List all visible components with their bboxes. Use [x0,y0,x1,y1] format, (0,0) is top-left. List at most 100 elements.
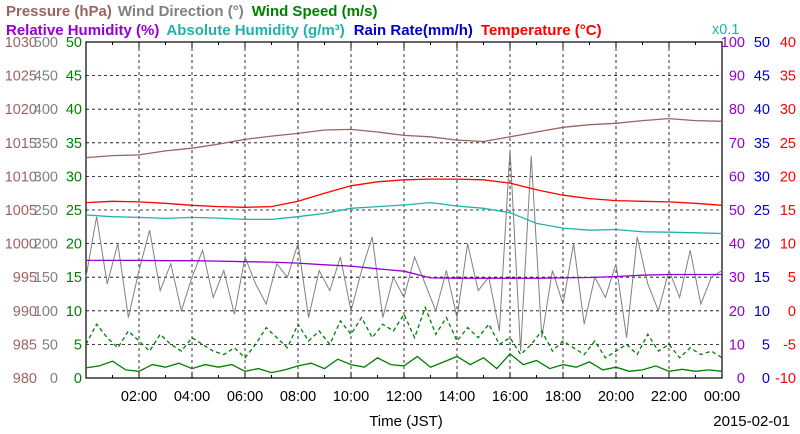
y-tick-label: 5 [788,270,796,286]
y-tick-label: -5 [783,337,796,353]
y-tick-label: 50 [66,35,82,51]
y-tick-label: 0 [788,304,796,320]
y-tick-label: 45 [66,69,82,85]
legend-item: Absolute Humidity (g/m³) [166,22,344,39]
y-tick-label: 990 [13,304,37,320]
y-tick-label: 500 [34,35,58,51]
y-tick-label: 995 [13,270,37,286]
series-line [85,352,723,374]
y-tick-label: 35 [66,136,82,152]
y-tick-label: 100 [34,304,58,320]
grid [86,42,722,378]
scale-note: x0.1 [712,22,739,38]
x-tick-label: 22:00 [651,389,687,405]
series-line [85,117,723,159]
y-tick-label: 90 [729,69,745,85]
series-line [85,149,723,352]
y-tick-label: 150 [34,270,58,286]
x-tick-label: 08:00 [280,389,316,405]
y-tick-label: 15 [780,203,796,219]
legend-item: Relative Humidity (%) [6,22,159,39]
y-tick-label: 1020 [5,102,37,118]
y-tick-label: 1015 [5,136,37,152]
y-tick-label: 25 [780,136,796,152]
y-tick-label: 25 [66,203,82,219]
series-line [86,259,722,279]
y-tick-label: 1025 [5,69,37,85]
series-line [85,178,723,208]
y-tick-label: 30 [754,169,770,185]
y-tick-label: 1010 [5,169,37,185]
series-line [85,201,723,235]
legend-item: Rain Rate(mm/h) [354,22,473,39]
y-tick-label: 450 [34,69,58,85]
y-tick-label: 20 [780,169,796,185]
y-tick-label: 980 [13,371,37,387]
x-tick-label: 00:00 [704,389,740,405]
y-tick-label: 30 [66,169,82,185]
legend-item: Pressure (hPa) [6,3,112,20]
y-tick-label: 35 [780,69,796,85]
y-tick-label: 5 [74,337,82,353]
y-tick-label: 0 [50,371,58,387]
x-tick-label: 12:00 [386,389,422,405]
y-tick-label: 985 [13,337,37,353]
y-tick-label: 0 [737,371,745,387]
y-tick-label: 10 [66,304,82,320]
y-tick-label: 100 [721,35,745,51]
y-tick-label: 10 [780,237,796,253]
y-tick-label: 20 [66,237,82,253]
y-tick-label: 10 [754,304,770,320]
y-tick-label: 350 [34,136,58,152]
y-tick-label: 15 [754,270,770,286]
y-tick-label: 1005 [5,203,37,219]
y-tick-label: 1030 [5,35,37,51]
x-tick-label: 14:00 [439,389,475,405]
x-axis: 02:00 04:00 06:00 08:00 10:00 12:00 14:00 16:00… [121,389,740,405]
x-tick-label: 18:00 [545,389,581,405]
y-tick-label: 250 [34,203,58,219]
legend-item: Wind Direction (°) [118,3,244,20]
y-tick-label: -10 [775,371,796,387]
y-tick-label: 40 [66,102,82,118]
legend: Pressure (hPa) Wind Direction (°) Wind Spe… [6,3,739,39]
x-tick-label: 02:00 [121,389,157,405]
legend-item: Temperature (°C) [481,22,602,39]
y-tick-label: 45 [754,69,770,85]
y-tick-label: 40 [754,102,770,118]
y-tick-label: 35 [754,136,770,152]
y-tick-label: 40 [729,237,745,253]
y-tick-label: 80 [729,102,745,118]
x-tick-label: 10:00 [333,389,369,405]
y-tick-label: 40 [780,35,796,51]
left-axes: 9809859909951000100510101015102010251030… [5,35,82,387]
y-tick-label: 5 [762,337,770,353]
legend-item: Wind Speed (m/s) [252,3,378,20]
date-label: 2015-02-01 [713,413,790,430]
x-axis-label: Time (JST) [369,413,443,430]
y-tick-label: 30 [780,102,796,118]
y-tick-label: 50 [754,35,770,51]
series-layer [85,117,723,374]
y-tick-label: 25 [754,203,770,219]
x-tick-label: 20:00 [598,389,634,405]
y-tick-label: 50 [42,337,58,353]
y-tick-label: 15 [66,270,82,286]
y-tick-label: 400 [34,102,58,118]
x-tick-label: 16:00 [492,389,528,405]
y-tick-label: 20 [754,237,770,253]
x-tick-label: 06:00 [227,389,263,405]
y-tick-label: 60 [729,169,745,185]
y-tick-label: 70 [729,136,745,152]
y-tick-label: 50 [729,203,745,219]
right-axes: 0102030405060708090100051015202530354045… [721,35,796,387]
y-tick-label: 200 [34,237,58,253]
y-tick-label: 0 [762,371,770,387]
y-tick-label: 300 [34,169,58,185]
x-tick-label: 04:00 [174,389,210,405]
y-tick-label: 10 [729,337,745,353]
y-tick-label: 20 [729,304,745,320]
y-tick-label: 0 [74,371,82,387]
y-tick-label: 1000 [5,237,37,253]
